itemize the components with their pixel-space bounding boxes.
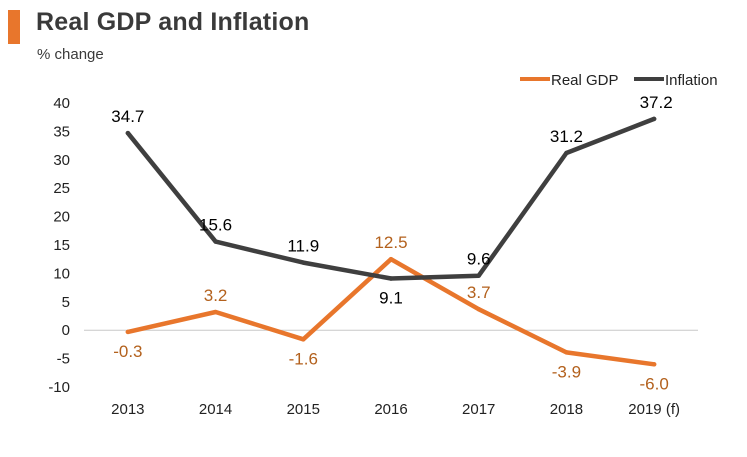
data-point-real-gdp — [388, 257, 394, 262]
data-label-real-gdp: -3.9 — [552, 362, 581, 381]
data-point-inflation — [301, 260, 306, 265]
data-label-real-gdp: -0.3 — [113, 342, 142, 361]
data-point-real-gdp — [476, 306, 481, 312]
legend-label-real-gdp: Real GDP — [551, 72, 619, 89]
data-point-real-gdp — [564, 350, 569, 355]
y-tick-label: -5 — [57, 351, 70, 368]
x-tick-label: 2015 — [287, 401, 320, 418]
y-tick-label: 40 — [53, 95, 70, 112]
y-tick-label: 25 — [53, 180, 70, 197]
x-tick-label: 2017 — [462, 401, 495, 418]
data-point-real-gdp — [651, 362, 657, 367]
x-tick-label: 2016 — [374, 401, 407, 418]
data-label-inflation: 34.7 — [111, 107, 144, 126]
legend-label-inflation: Inflation — [665, 72, 718, 89]
data-point-real-gdp — [301, 337, 306, 342]
data-point-inflation — [388, 276, 394, 281]
chart-subtitle: % change — [37, 46, 104, 63]
data-point-real-gdp — [213, 309, 218, 315]
data-label-real-gdp: -6.0 — [639, 374, 668, 393]
data-point-inflation — [564, 150, 569, 156]
data-point-inflation — [213, 239, 218, 244]
data-labels: -0.3 3.2 -1.6 12.5 3.7 -3.9 -6.0 34.7 15.6 11.9 9.… — [111, 93, 672, 393]
x-tick-label: 2019 (f) — [628, 401, 680, 418]
y-tick-label: 30 — [53, 152, 70, 169]
y-tick-label: -10 — [48, 379, 70, 396]
x-tick-label: 2013 — [111, 401, 144, 418]
y-tick-label: 15 — [53, 237, 70, 254]
legend: Real GDP Inflation — [520, 72, 718, 89]
data-label-real-gdp: 12.5 — [374, 233, 407, 252]
data-label-inflation: 15.6 — [199, 216, 232, 235]
y-tick-label: 5 — [62, 294, 70, 311]
data-point-inflation — [651, 116, 657, 122]
data-label-real-gdp: 3.7 — [467, 283, 491, 302]
x-tick-label: 2018 — [550, 401, 583, 418]
data-point-real-gdp — [125, 329, 131, 335]
data-label-inflation: 31.2 — [550, 127, 583, 146]
y-tick-label: 0 — [62, 322, 70, 339]
data-label-inflation: 11.9 — [287, 237, 319, 256]
data-label-inflation: 9.1 — [379, 289, 403, 308]
data-point-inflation — [125, 130, 131, 136]
y-tick-label: 20 — [53, 209, 70, 226]
chart-title: Real GDP and Inflation — [36, 8, 310, 36]
title-accent-bar — [8, 10, 20, 44]
x-tick-label: 2014 — [199, 401, 232, 418]
series — [125, 116, 657, 367]
y-tick-label: 35 — [53, 123, 70, 140]
data-label-inflation: 9.6 — [467, 250, 491, 269]
data-label-inflation: 37.2 — [640, 93, 673, 112]
data-label-real-gdp: -1.6 — [289, 349, 318, 368]
series-line-real-gdp — [125, 256, 657, 367]
data-point-inflation — [476, 273, 481, 278]
y-tick-label: 10 — [53, 265, 70, 282]
data-label-real-gdp: 3.2 — [204, 286, 228, 305]
